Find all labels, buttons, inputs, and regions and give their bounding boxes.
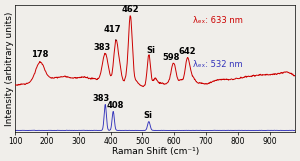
X-axis label: Raman Shift (cm⁻¹): Raman Shift (cm⁻¹) — [112, 147, 199, 156]
Text: λₑₓ: 532 nm: λₑₓ: 532 nm — [194, 60, 243, 69]
Text: 383: 383 — [92, 94, 110, 103]
Y-axis label: Intensity (arbitrary units): Intensity (arbitrary units) — [5, 11, 14, 126]
Text: 178: 178 — [32, 51, 49, 59]
Text: 417: 417 — [104, 25, 121, 40]
Text: 598: 598 — [162, 53, 180, 62]
Text: 642: 642 — [179, 47, 196, 56]
Text: 383: 383 — [93, 43, 110, 52]
Text: Si: Si — [146, 46, 155, 55]
Text: λₑₓ: 633 nm: λₑₓ: 633 nm — [194, 16, 243, 25]
Text: 462: 462 — [122, 5, 139, 14]
Text: 408: 408 — [106, 101, 124, 110]
Text: Si: Si — [143, 111, 152, 120]
